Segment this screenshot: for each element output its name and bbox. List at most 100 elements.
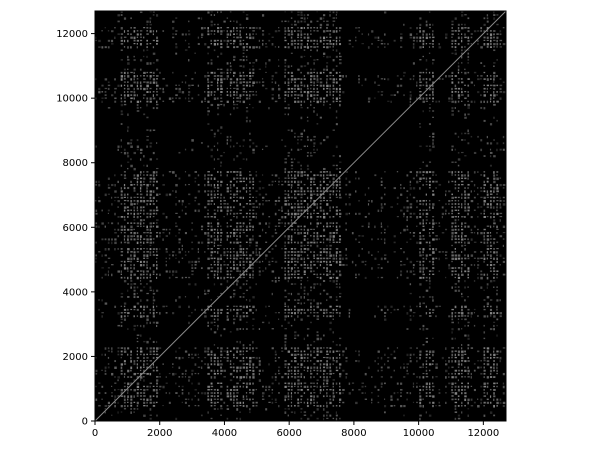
matrix-cell-3025	[313, 363, 316, 365]
matrix-cell-3805	[387, 78, 390, 81]
matrix-cell-3137	[316, 91, 319, 93]
matrix-cell-2894	[306, 315, 310, 317]
matrix-cell-622	[139, 36, 143, 38]
matrix-cell-3750	[380, 366, 383, 369]
matrix-cell-2830	[303, 350, 306, 353]
matrix-cell-2938	[306, 43, 309, 46]
matrix-cell-2203	[258, 372, 261, 376]
matrix-cell-2346	[278, 392, 280, 394]
matrix-cell-2647	[294, 193, 296, 196]
matrix-cell-4186	[428, 209, 431, 211]
matrix-cell-4096	[422, 36, 425, 39]
matrix-cell-4927	[483, 71, 486, 74]
matrix-cell-850	[152, 289, 155, 292]
matrix-cell-4045	[419, 27, 421, 30]
matrix-cell-2512	[287, 129, 290, 131]
matrix-cell-432	[133, 388, 136, 392]
matrix-cell-160	[117, 353, 120, 356]
matrix-cell-776	[149, 321, 151, 324]
matrix-cell-4373	[451, 331, 453, 334]
matrix-cell-4467	[454, 228, 457, 231]
matrix-cell-2251	[261, 30, 265, 32]
matrix-cell-422	[130, 71, 133, 74]
matrix-cell-2404	[284, 318, 286, 321]
matrix-cell-1157	[191, 312, 193, 314]
matrix-cell-3475	[335, 356, 338, 359]
matrix-cell-1161	[191, 264, 194, 267]
matrix-cell-4218	[432, 401, 435, 404]
matrix-cell-830	[152, 395, 155, 397]
matrix-cell-4920	[483, 107, 486, 110]
matrix-cell-288	[123, 171, 126, 173]
matrix-cell-2570	[290, 206, 294, 209]
matrix-cell-78	[104, 27, 106, 29]
matrix-cell-3510	[335, 145, 338, 149]
matrix-cell-1327	[210, 385, 214, 388]
matrix-cell-1608	[226, 404, 229, 407]
matrix-cell-4657	[464, 299, 466, 302]
matrix-cell-96	[107, 193, 111, 195]
matrix-cell-3130	[316, 174, 319, 176]
matrix-cell-1194	[197, 398, 200, 401]
matrix-cell-4427	[451, 30, 454, 32]
matrix-cell-2260	[265, 254, 268, 257]
matrix-cell-44	[101, 267, 104, 269]
matrix-cell-3055	[313, 183, 316, 186]
matrix-cell-3783	[383, 254, 387, 256]
matrix-cell-3355	[329, 305, 332, 308]
matrix-cell-3421	[332, 308, 335, 311]
matrix-cell-832	[152, 385, 155, 387]
matrix-cell-6	[95, 257, 97, 260]
matrix-cell-2261	[265, 241, 268, 243]
matrix-cell-2673	[297, 392, 299, 394]
matrix-cell-2753	[300, 360, 302, 362]
matrix-cell-4751	[467, 91, 469, 93]
matrix-cell-3353	[329, 315, 332, 318]
matrix-cell-4892	[483, 315, 486, 318]
matrix-cell-1915	[239, 39, 242, 43]
matrix-cell-1020	[172, 190, 174, 192]
matrix-cell-3591	[339, 62, 342, 65]
matrix-cell-3199	[319, 78, 322, 80]
matrix-cell-205	[120, 264, 122, 267]
matrix-cell-641	[143, 356, 145, 360]
matrix-cell-1649	[226, 139, 229, 142]
matrix-cell-3904	[409, 392, 412, 395]
matrix-cell-3049	[313, 212, 315, 215]
matrix-cell-3331	[326, 43, 329, 45]
matrix-cell-1698	[229, 196, 232, 199]
matrix-cell-2327	[274, 312, 278, 314]
matrix-cell-2737	[297, 20, 300, 24]
matrix-cell-4147	[425, 71, 428, 74]
matrix-cell-3411	[332, 372, 335, 375]
matrix-cell-2066	[249, 276, 252, 279]
matrix-cell-1858	[239, 411, 241, 413]
matrix-cell-4230	[432, 308, 435, 311]
matrix-cell-934	[156, 171, 158, 174]
matrix-cell-3038	[313, 270, 315, 272]
matrix-cell-2546	[290, 324, 293, 327]
matrix-cell-4757	[467, 55, 470, 59]
matrix-cell-3895	[406, 225, 409, 228]
matrix-cell-294	[123, 94, 126, 97]
matrix-cell-2674	[297, 388, 300, 391]
matrix-cell-840	[152, 340, 155, 343]
matrix-cell-1456	[217, 360, 219, 363]
matrix-cell-3762	[380, 203, 383, 206]
matrix-cell-1195	[197, 392, 200, 394]
matrix-cell-2391	[284, 395, 287, 398]
matrix-cell-2287	[268, 183, 271, 186]
matrix-cell-2278	[268, 321, 270, 324]
matrix-cell-4168	[428, 312, 431, 314]
matrix-cell-1734	[233, 366, 235, 369]
matrix-cell-4152	[425, 33, 428, 36]
matrix-cell-3698	[367, 222, 370, 225]
matrix-cell-3217	[322, 369, 326, 372]
matrix-cell-448	[133, 267, 135, 270]
matrix-cell-1034	[175, 350, 177, 353]
matrix-cell-4389	[451, 238, 453, 241]
matrix-cell-1474	[217, 248, 220, 250]
matrix-cell-4654	[464, 318, 467, 321]
matrix-cell-4900	[483, 254, 485, 257]
matrix-cell-3851	[400, 260, 403, 263]
